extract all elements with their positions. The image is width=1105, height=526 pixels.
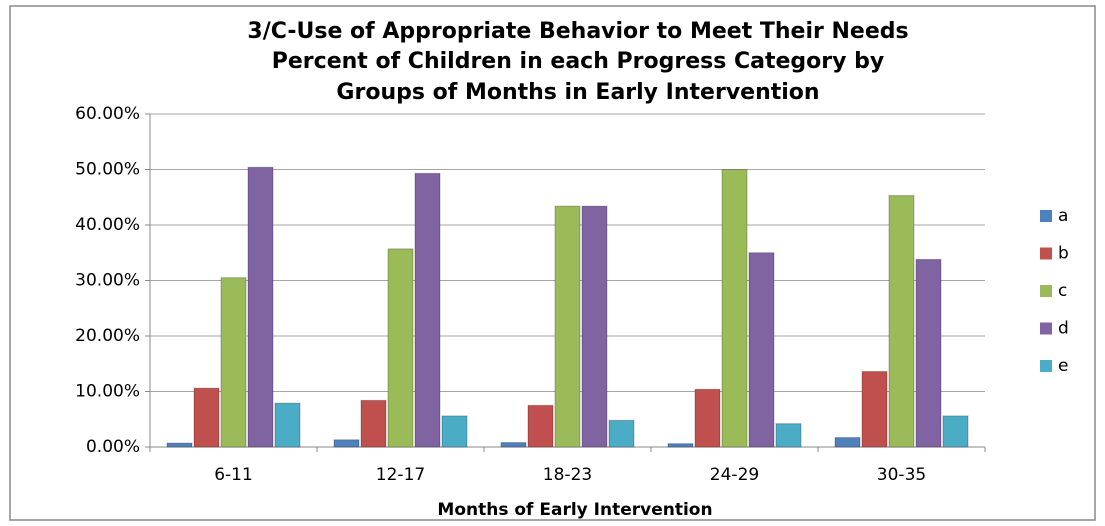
bar <box>441 415 468 448</box>
chart-title: Groups of Months in Early Intervention <box>336 80 819 105</box>
chart-title: 3/C-Use of Appropriate Behavior to Meet … <box>247 19 908 44</box>
bar <box>414 172 441 448</box>
bar <box>834 437 861 448</box>
legend-label: c <box>1058 281 1067 301</box>
legend-swatch <box>1040 285 1052 297</box>
bar <box>166 442 193 448</box>
legend-label: a <box>1058 206 1068 226</box>
x-tick-label: 6-11 <box>214 465 253 485</box>
bar <box>748 252 775 448</box>
x-tick-label: 18-23 <box>543 465 592 485</box>
y-tick-label: 0.00% <box>86 437 140 457</box>
legend-swatch <box>1040 322 1052 335</box>
bar <box>721 169 748 448</box>
legend-swatch <box>1040 360 1052 372</box>
chart-title: Percent of Children in each Progress Cat… <box>272 49 884 74</box>
bar <box>667 443 694 448</box>
bar <box>554 205 581 448</box>
x-tick-label: 30-35 <box>877 465 926 485</box>
bar <box>775 423 802 448</box>
bar <box>193 387 220 448</box>
y-tick-label: 30.00% <box>75 271 140 291</box>
bar <box>387 248 414 448</box>
bar <box>888 195 915 448</box>
legend-label: b <box>1058 244 1069 264</box>
x-tick-label: 12-17 <box>376 465 425 485</box>
legend-swatch <box>1040 210 1052 222</box>
bar <box>500 442 527 448</box>
bar <box>360 399 387 448</box>
bar <box>220 277 247 448</box>
bar <box>333 439 360 448</box>
y-tick-label: 40.00% <box>75 215 140 235</box>
bar <box>581 205 608 448</box>
legend-swatch <box>1040 247 1052 260</box>
bar <box>247 166 274 448</box>
legend-label: e <box>1058 356 1068 376</box>
y-tick-label: 60.00% <box>75 104 140 124</box>
legend-label: d <box>1058 319 1069 339</box>
bar <box>861 371 888 448</box>
bar <box>942 415 969 448</box>
y-tick-label: 20.00% <box>75 326 140 346</box>
bar <box>274 402 301 448</box>
bar <box>915 258 942 448</box>
x-axis-label: Months of Early Intervention <box>437 500 712 520</box>
y-tick-label: 50.00% <box>75 160 140 180</box>
bar <box>694 388 721 448</box>
x-tick-label: 24-29 <box>710 465 759 485</box>
bar <box>527 404 554 448</box>
bar <box>608 419 635 448</box>
y-tick-label: 10.00% <box>75 382 140 402</box>
